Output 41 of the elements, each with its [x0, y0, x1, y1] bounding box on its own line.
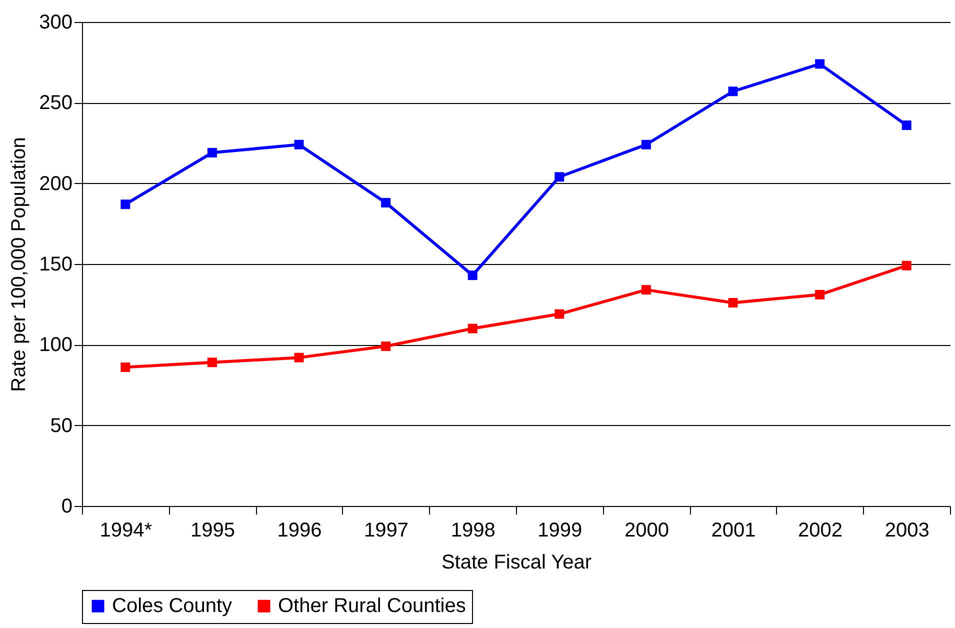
y-tick-label: 0: [61, 496, 72, 518]
point: [120, 200, 130, 210]
point: [468, 270, 478, 280]
point: [554, 172, 564, 182]
point: [381, 198, 391, 208]
x-tick-label: 1995: [190, 520, 235, 542]
y-tick-label: 100: [39, 334, 72, 356]
x-tick-label: 1994*: [100, 520, 152, 542]
x-tick-label: 1998: [450, 520, 496, 542]
legend-label: Other Rural Counties: [278, 595, 466, 618]
y-tick-label: 50: [50, 414, 72, 437]
point: [902, 260, 912, 270]
point: [641, 140, 651, 150]
point: [207, 358, 217, 368]
point: [294, 140, 304, 150]
y-tick-label: 250: [39, 92, 72, 114]
point: [294, 352, 304, 362]
y-tick-label: 200: [39, 172, 72, 195]
y-axis-title: Rate per 100,000 Population: [8, 137, 30, 392]
point: [468, 324, 478, 334]
point: [554, 309, 564, 319]
point: [902, 120, 912, 130]
x-tick-label: 2003: [884, 520, 930, 542]
point: [641, 285, 651, 295]
point: [381, 342, 391, 352]
y-tick-label: 300: [39, 12, 72, 34]
x-tick-label: 2001: [711, 520, 756, 542]
point: [815, 59, 825, 69]
x-tick-label: 2000: [624, 520, 669, 542]
point: [728, 86, 738, 96]
point: [728, 298, 738, 308]
legend-label: Coles County: [112, 595, 232, 618]
y-tick-label: 150: [39, 254, 72, 276]
x-tick-label: 1997: [364, 520, 409, 542]
x-tick-label: 1999: [538, 520, 582, 542]
x-axis-title: State Fiscal Year: [441, 552, 592, 574]
x-tick-label: 2002: [798, 520, 843, 542]
point: [120, 362, 130, 372]
point: [815, 290, 825, 300]
x-tick-label: 1996: [277, 520, 322, 542]
point: [207, 148, 217, 158]
